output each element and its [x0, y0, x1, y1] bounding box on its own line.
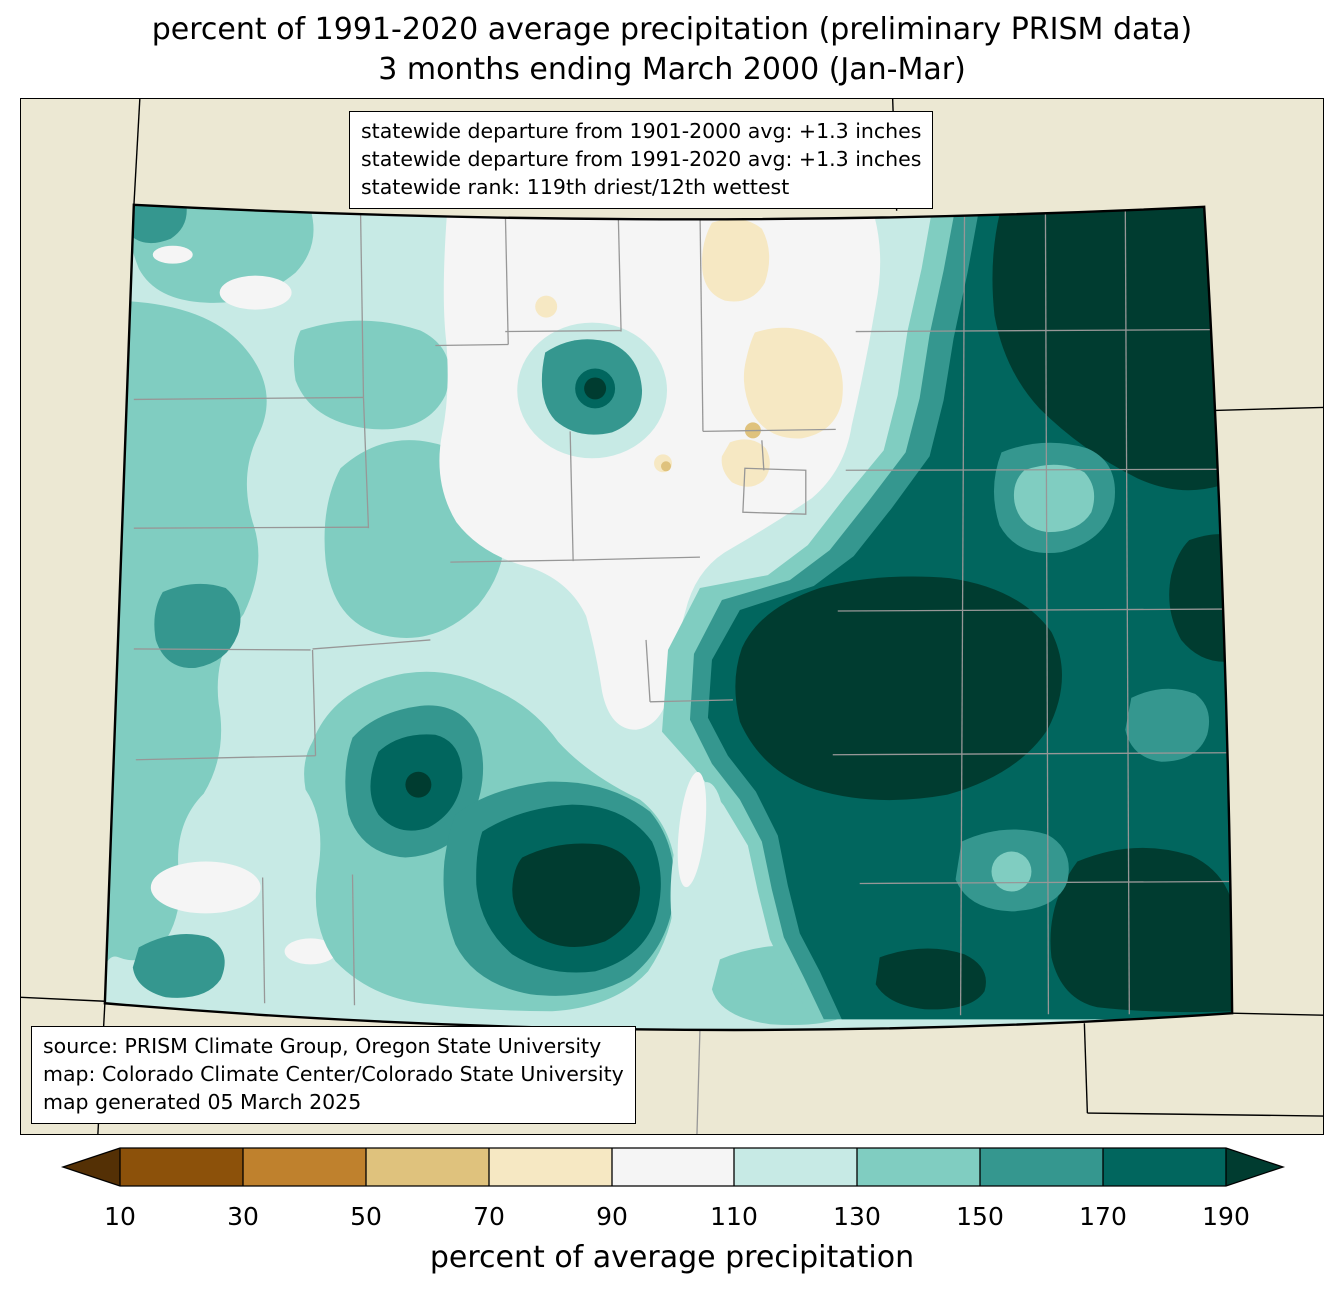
colorbar-tick: 70	[473, 1202, 505, 1231]
contour-verydark-bottom-center	[875, 948, 986, 1010]
contour-corridor-white	[677, 772, 707, 888]
contour-medium-north	[293, 320, 450, 430]
colorbar-segment	[366, 1148, 490, 1186]
border-ut-az	[21, 996, 105, 1002]
contour-east-hole-core	[1013, 464, 1095, 533]
colorbar-segment	[120, 1148, 244, 1186]
contour-tan-blob	[743, 327, 843, 439]
contour-east-hole	[1125, 688, 1210, 762]
contour-south-verydark-b	[512, 843, 641, 947]
colorbar-segment	[1103, 1148, 1226, 1186]
colorbar-segment	[734, 1148, 858, 1186]
county-borders	[133, 206, 1233, 1016]
colorbar-tick: 150	[956, 1202, 1004, 1231]
border-ut-wy	[133, 99, 141, 207]
contour-darkmed-west-mid	[154, 583, 241, 669]
contour-verydark-core	[584, 377, 607, 400]
colorbar-segment	[489, 1148, 613, 1186]
border-ne-ks	[1215, 406, 1323, 412]
colorbar-tick: 130	[833, 1202, 881, 1231]
colorbar-tick: 90	[596, 1202, 628, 1231]
margin-county-borders	[696, 1029, 701, 1134]
colorbar-tick: 10	[104, 1202, 136, 1231]
contour-east-hole-core	[991, 851, 1032, 892]
colorbar-ticks: 10 30 50 70 90 110 130 150 170 190	[104, 1202, 1250, 1231]
border-ok-tx	[1087, 1112, 1323, 1117]
page-title: percent of 1991-2020 average precipitati…	[0, 10, 1344, 89]
colorbar: 10 30 50 70 90 110 130 150 170 190 perce…	[0, 1140, 1344, 1299]
title-line-1: percent of 1991-2020 average precipitati…	[151, 12, 1193, 47]
colorbar-scale: 10 30 50 70 90 110 130 150 170 190	[60, 1147, 1286, 1231]
contour-south-verydark-a	[405, 771, 432, 798]
stats-line: statewide rank: 119th driest/12th wettes…	[361, 174, 790, 199]
colorbar-tick: 190	[1202, 1202, 1250, 1231]
colorado-precip-map	[21, 99, 1323, 1134]
title-line-2: 3 months ending March 2000 (Jan-Mar)	[378, 51, 966, 87]
contour-tan-spot	[535, 295, 558, 318]
colorbar-tick: 30	[227, 1202, 259, 1231]
contour-white-spot	[219, 275, 292, 310]
contour-verydark-ne	[992, 204, 1233, 491]
border-ks-ok	[1232, 1012, 1323, 1016]
source-line: source: PRISM Climate Group, Oregon Stat…	[43, 1034, 602, 1059]
contour-verydark-central	[735, 576, 1062, 801]
colorbar-segment	[612, 1148, 735, 1186]
source-box: source: PRISM Climate Group, Oregon Stat…	[31, 1026, 636, 1124]
colorbar-segment	[857, 1148, 981, 1186]
contour-tan-blob	[721, 439, 770, 487]
colorbar-outline	[60, 1147, 1286, 1187]
contour-tan-blob	[701, 218, 770, 302]
contour-darkmed-sw	[132, 934, 225, 998]
stats-box: statewide departure from 1901-2000 avg: …	[349, 111, 934, 209]
stats-line: statewide departure from 1901-2000 avg: …	[361, 119, 922, 143]
source-line: map: Colorado Climate Center/Colorado St…	[43, 1062, 624, 1087]
colorbar-tick: 50	[350, 1202, 382, 1231]
contour-white-spot	[284, 938, 337, 965]
colorbar-segment	[980, 1148, 1104, 1186]
colorbar-segment	[243, 1148, 367, 1186]
stats-line: statewide departure from 1991-2020 avg: …	[361, 146, 922, 171]
source-line: map generated 05 March 2025	[43, 1090, 362, 1115]
state-border	[103, 203, 1234, 1032]
colorbar-tick: 170	[1079, 1202, 1127, 1231]
contour-deeptan-spot	[661, 461, 672, 472]
colorbar-arrow-over	[1226, 1148, 1283, 1186]
map-axes: statewide departure from 1901-2000 avg: …	[20, 98, 1324, 1135]
colorbar-label: percent of average precipitation	[429, 1240, 915, 1275]
colorbar-tick: 110	[710, 1202, 758, 1231]
contour-verydark-se	[1050, 847, 1233, 1013]
contour-white-spot	[152, 245, 193, 264]
contour-white-spot	[150, 861, 261, 914]
border-nm-ok	[1083, 1023, 1089, 1114]
colorbar-arrow-under	[63, 1148, 120, 1186]
